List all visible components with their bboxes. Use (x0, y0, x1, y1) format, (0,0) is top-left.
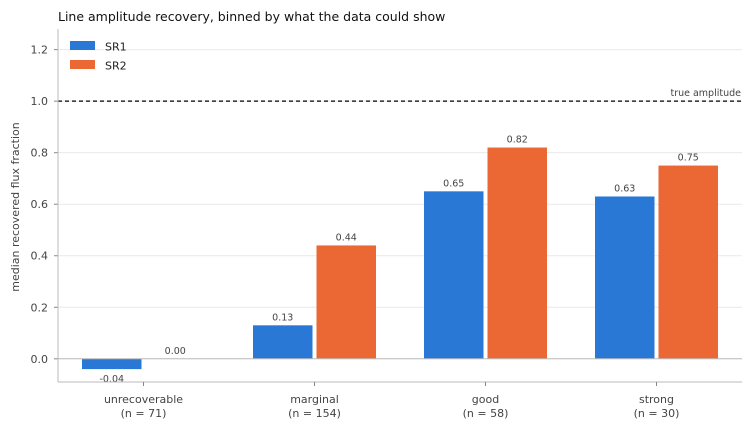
bar-sr2 (487, 147, 547, 359)
bar-sr1 (424, 191, 484, 359)
x-tick-count: (n = 58) (463, 407, 509, 420)
data-label: -0.04 (99, 374, 124, 385)
data-label: 0.82 (507, 135, 528, 146)
x-tick-label: strong (639, 393, 674, 406)
legend-label-sr2: SR2 (105, 60, 127, 73)
y-tick-label: 0.6 (31, 198, 49, 211)
y-tick-label: 1.2 (31, 44, 49, 57)
x-tick-count: (n = 154) (288, 407, 341, 420)
data-label: 0.75 (678, 153, 699, 164)
bars: -0.04 0.00 0.13 0.44 0.65 0.82 0.63 0.75 (82, 135, 718, 385)
legend-label-sr1: SR1 (105, 41, 127, 54)
x-tick-label: unrecoverable (104, 393, 183, 406)
reference-line-label: true amplitude (670, 88, 741, 99)
chart-title: Line amplitude recovery, binned by what … (58, 9, 445, 24)
data-label: 0.63 (614, 183, 635, 194)
data-label: 0.13 (272, 312, 293, 323)
bar-sr1 (595, 196, 655, 359)
data-label: 0.44 (336, 232, 357, 243)
reference-line: true amplitude (58, 88, 742, 102)
legend-swatch-sr2 (70, 60, 95, 69)
axes: 0.0 0.2 0.4 0.6 0.8 1.0 1.2 unrecoverable(n = 7… (31, 29, 742, 420)
bar-sr2 (658, 165, 718, 359)
bar-sr1 (82, 358, 142, 370)
x-tick-label: good (472, 393, 499, 406)
legend-swatch-sr1 (70, 41, 95, 50)
x-tick-label: marginal (290, 393, 339, 406)
y-tick-label: 1.0 (31, 95, 49, 108)
x-tick-count: (n = 71) (121, 407, 167, 420)
y-tick-label: 0.0 (31, 353, 49, 366)
data-label: 0.65 (443, 178, 464, 189)
bar-sr2 (316, 245, 376, 359)
bar-sr1 (253, 325, 313, 359)
data-label: 0.00 (165, 346, 186, 357)
x-tick-count: (n = 30) (634, 407, 680, 420)
y-tick-label: 0.8 (31, 147, 49, 160)
y-tick-label: 0.4 (31, 250, 49, 263)
y-tick-label: 0.2 (31, 301, 49, 314)
y-axis-label: median recovered flux fraction (9, 122, 22, 292)
